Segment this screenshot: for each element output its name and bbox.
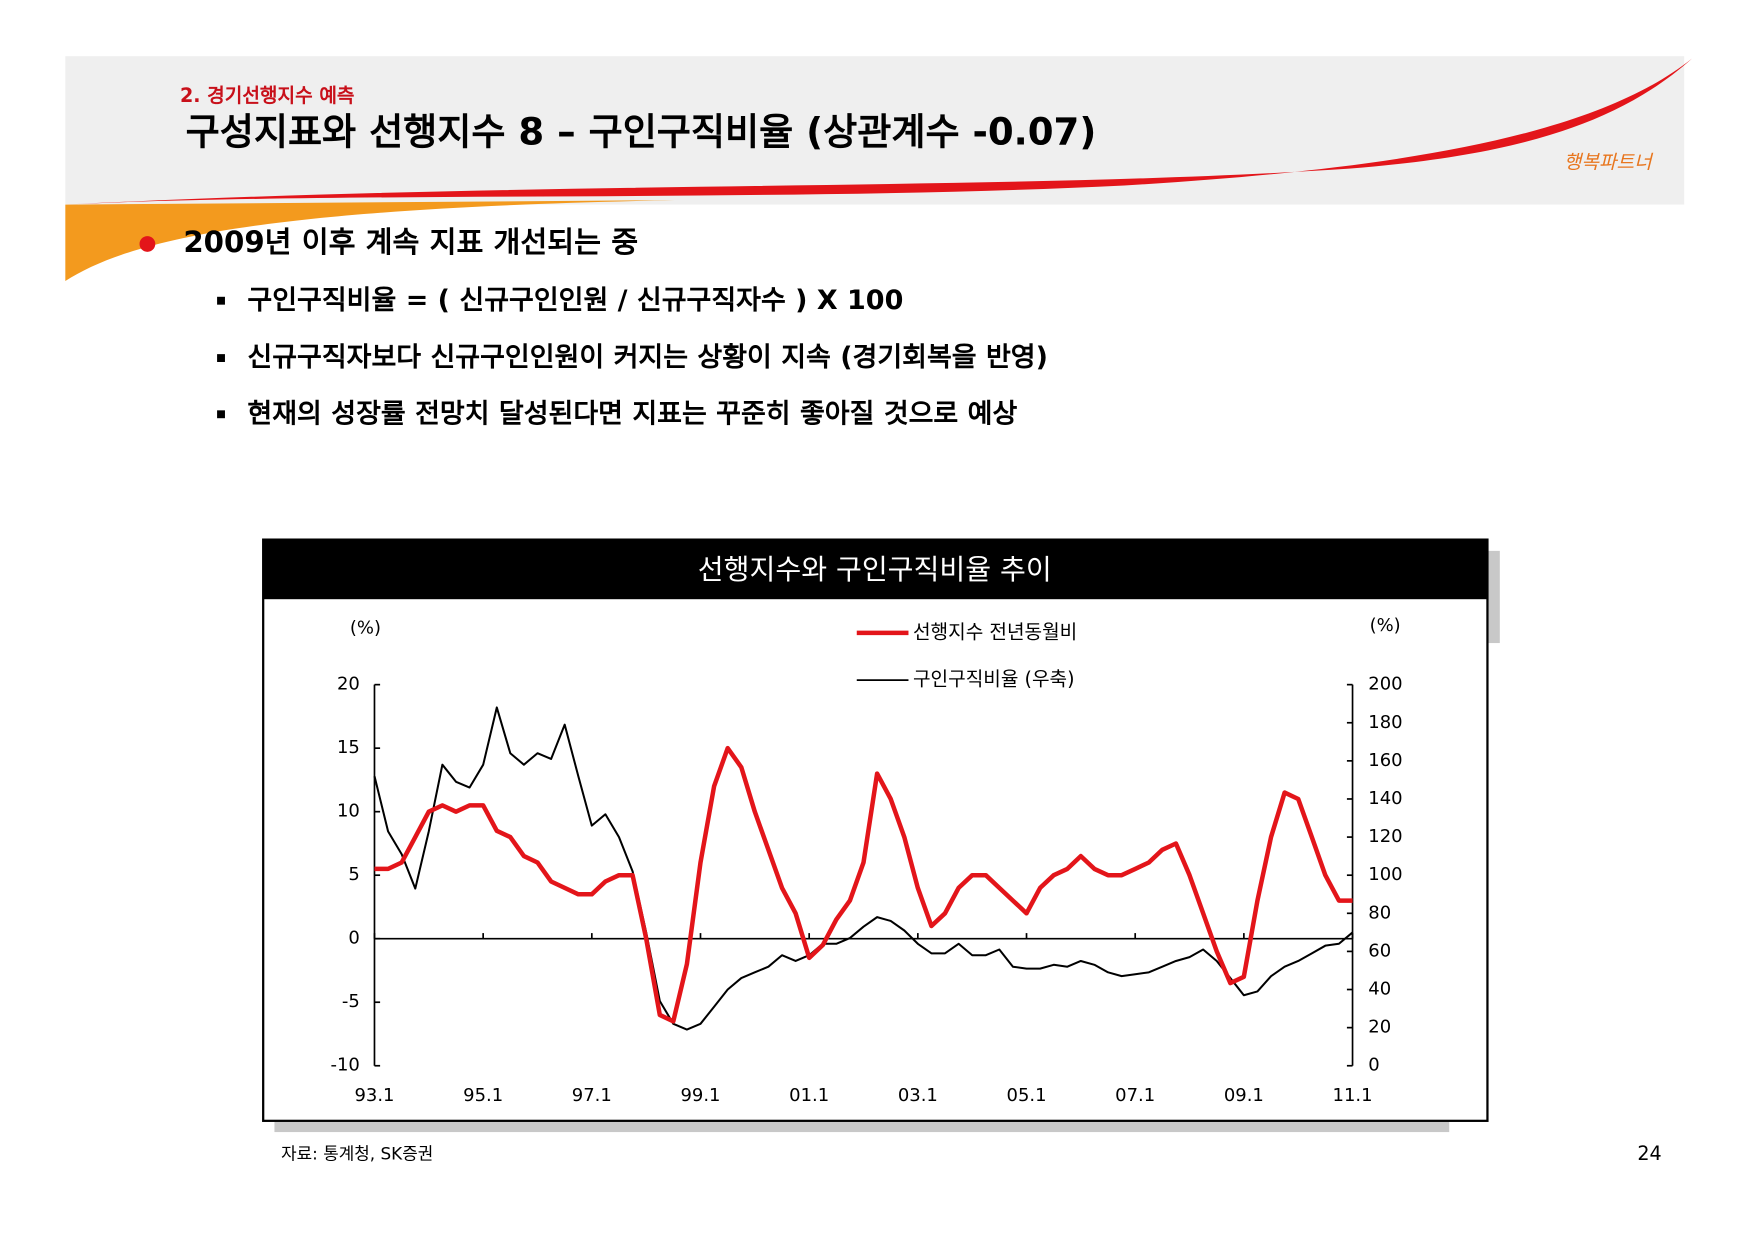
y-tick-label: 15	[337, 737, 360, 758]
y2-tick-label: 20	[1368, 1017, 1391, 1038]
y2-tick-label: 160	[1368, 750, 1402, 771]
source: 자료: 통계청, SK증권	[281, 1144, 433, 1164]
y-axis-label: (%)	[350, 617, 381, 638]
shadow	[1487, 550, 1500, 644]
y2-tick-label: 0	[1368, 1055, 1379, 1076]
main-bullet: 2009년 이후 계속 지표 개선되는 중	[183, 225, 638, 259]
x-tick-label: 95.1	[463, 1085, 503, 1106]
y2-tick-label: 180	[1368, 712, 1402, 733]
legend-label: 선행지수 전년동월비	[913, 620, 1077, 643]
y2-tick-label: 200	[1368, 674, 1402, 695]
y2-tick-label: 80	[1368, 902, 1391, 923]
shadow	[274, 1120, 1450, 1133]
x-tick-label: 05.1	[1007, 1085, 1047, 1106]
series-line	[373, 706, 1354, 1031]
y2-tick-label: 60	[1368, 940, 1391, 961]
chart-title: 선행지수와 구인구직비율 추이	[698, 553, 1052, 586]
y2-tick-label: 120	[1368, 826, 1402, 847]
logo: 행복파트너	[1564, 151, 1654, 174]
x-tick-label: 03.1	[898, 1085, 938, 1106]
page-number: 24	[1637, 1142, 1661, 1165]
bullet-item: 현재의 성장률 전망치 달성된다면 지표는 꾸준히 좋아질 것으로 예상	[247, 398, 1017, 429]
y2-tick-label: 40	[1368, 979, 1391, 1000]
y-tick-label: 20	[337, 674, 360, 695]
x-tick-label: 97.1	[572, 1085, 612, 1106]
bullet-item: 신규구직자보다 신규구인인원이 커지는 상황이 지속 (경기회복을 반영)	[247, 342, 1048, 373]
bullet-dot	[139, 236, 156, 252]
x-tick-label: 01.1	[789, 1085, 829, 1106]
sub-bullet	[217, 354, 225, 362]
chart-frame	[262, 538, 1489, 1122]
bullet-item: 구인구직비율 = ( 신규구인인원 / 신규구직자수 ) X 100	[247, 285, 903, 316]
x-tick-label: 93.1	[354, 1085, 394, 1106]
header-band	[65, 56, 1685, 205]
y-tick-label: -5	[342, 991, 360, 1012]
sub-bullet	[217, 410, 225, 419]
series-line	[374, 745, 1353, 1024]
slide-title: 구성지표와 선행지수 8 – 구인구직비율 (상관계수 -0.07)	[186, 110, 1097, 153]
y2-axis-label: (%)	[1370, 615, 1401, 636]
chart-title-bar	[263, 539, 1488, 600]
y2-tick-label: 140	[1368, 788, 1402, 809]
x-tick-label: 11.1	[1333, 1085, 1373, 1106]
y-tick-label: -10	[331, 1055, 360, 1076]
x-tick-label: 09.1	[1224, 1085, 1264, 1106]
x-tick-label: 07.1	[1115, 1085, 1155, 1106]
y2-tick-label: 100	[1368, 864, 1402, 885]
y-tick-label: 5	[348, 864, 359, 885]
legend-label: 구인구직비율 (우축)	[913, 668, 1075, 691]
sub-bullet	[217, 296, 225, 305]
x-tick-label: 99.1	[680, 1085, 720, 1106]
header-swoosh-orange	[65, 200, 675, 282]
section-label: 2. 경기선행지수 예측	[180, 84, 355, 107]
y-tick-label: 0	[348, 928, 359, 949]
y-tick-label: 10	[337, 801, 360, 822]
